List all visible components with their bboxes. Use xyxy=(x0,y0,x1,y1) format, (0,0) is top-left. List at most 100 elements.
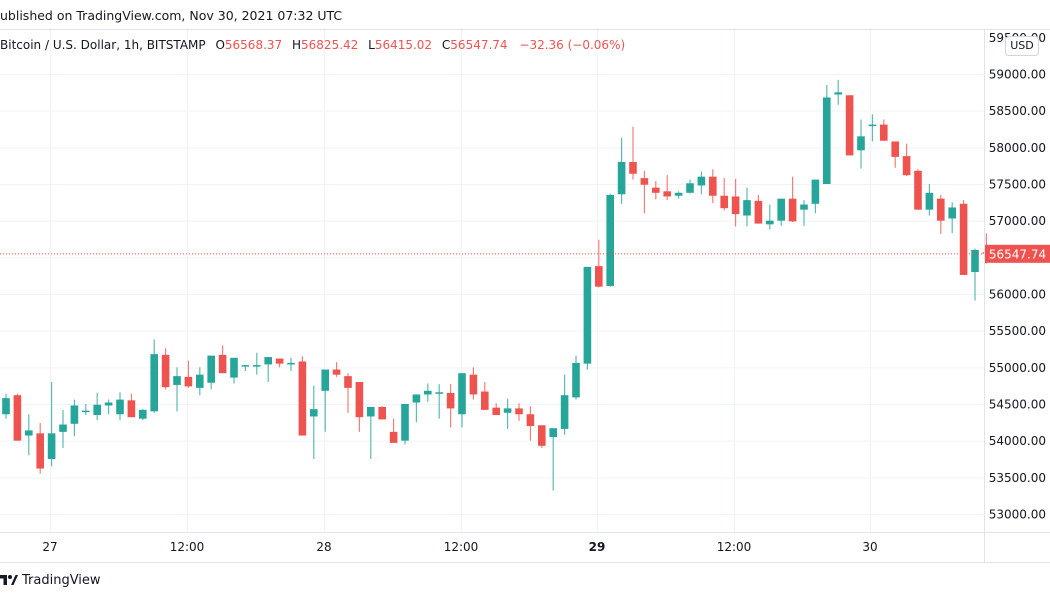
price-tick-label: 57000.00 xyxy=(989,214,1046,228)
candle xyxy=(652,187,660,193)
candle xyxy=(572,362,580,398)
candle xyxy=(777,198,785,221)
candle xyxy=(59,424,67,432)
candlestick-chart[interactable]: 59500.0059000.0058500.0058000.0057500.00… xyxy=(0,0,1050,565)
candle xyxy=(880,124,888,141)
candle xyxy=(446,393,455,409)
candle xyxy=(321,369,329,391)
candle xyxy=(184,376,193,387)
candle xyxy=(766,220,774,225)
candle xyxy=(959,203,968,275)
candle xyxy=(104,402,113,406)
candle xyxy=(583,266,592,364)
candle xyxy=(686,183,694,193)
candle xyxy=(2,398,10,415)
candle xyxy=(310,409,318,417)
candle xyxy=(823,97,831,184)
candle xyxy=(218,354,227,374)
price-tick-label: 56000.00 xyxy=(989,288,1046,302)
candle xyxy=(538,425,546,446)
candle xyxy=(230,357,238,378)
price-tick-label: 59000.00 xyxy=(989,68,1046,82)
low-label: L xyxy=(368,38,375,52)
candle xyxy=(937,198,945,221)
candle xyxy=(834,92,842,95)
candle xyxy=(47,433,56,459)
time-tick-label: 29 xyxy=(589,540,606,554)
candle xyxy=(298,361,307,436)
candle xyxy=(503,408,512,413)
candle xyxy=(549,428,557,437)
high-value: 56825.42 xyxy=(301,38,359,52)
time-tick-label: 12:00 xyxy=(170,540,205,554)
brand-label: TradingView xyxy=(22,572,101,588)
price-tick-label: 58000.00 xyxy=(989,141,1046,155)
candle xyxy=(264,357,272,365)
candle xyxy=(640,178,649,185)
candle xyxy=(458,373,466,415)
candle xyxy=(127,400,136,418)
candle xyxy=(367,406,375,417)
candle xyxy=(161,354,170,388)
footer-brand[interactable]: TradingView xyxy=(0,570,101,590)
low-value: 56415.02 xyxy=(374,38,433,52)
candle xyxy=(344,376,352,388)
price-axis[interactable]: 59500.0059000.0058500.0058000.0057500.00… xyxy=(989,31,1046,522)
candle xyxy=(891,141,899,157)
price-tick-label: 55500.00 xyxy=(989,324,1046,338)
candles xyxy=(2,79,991,491)
svg-text:56547.74: 56547.74 xyxy=(989,247,1046,261)
symbol-name[interactable]: Bitcoin / U.S. Dollar, 1h, BITSTAMP xyxy=(0,38,206,52)
candle xyxy=(492,407,500,415)
candle xyxy=(629,162,637,174)
candle xyxy=(526,414,535,426)
candle xyxy=(241,365,250,367)
candle xyxy=(424,390,432,395)
candle xyxy=(515,408,523,415)
published-caption: ublished on TradingView.com, Nov 30, 202… xyxy=(0,8,343,23)
price-tick-label: 53500.00 xyxy=(989,471,1046,485)
candle xyxy=(412,394,421,403)
candle xyxy=(36,433,44,469)
change-value: −32.36 (−0.06%) xyxy=(519,38,626,52)
candle xyxy=(617,162,626,195)
price-tick-label: 54500.00 xyxy=(989,398,1046,412)
candle xyxy=(139,409,147,419)
candle xyxy=(697,176,706,186)
candle xyxy=(731,196,740,215)
candle xyxy=(754,200,763,224)
candle xyxy=(560,395,569,429)
price-tick-label: 55000.00 xyxy=(989,361,1046,375)
close-label: C xyxy=(441,38,451,52)
candle xyxy=(971,250,979,272)
last-price-tag: 56547.74 xyxy=(985,244,1050,263)
price-tick-label: 53000.00 xyxy=(989,508,1046,522)
candle xyxy=(13,395,22,441)
candle xyxy=(70,405,79,424)
candle xyxy=(914,170,922,210)
time-tick-label: 30 xyxy=(862,540,877,554)
time-axis[interactable]: 27 12:00 28 12:00 29 12:00 30 xyxy=(42,540,877,554)
time-tick-label: 12:00 xyxy=(717,540,752,554)
candle xyxy=(663,191,671,197)
time-tick-label: 27 xyxy=(42,540,57,554)
candle xyxy=(811,179,820,204)
candle xyxy=(401,404,409,441)
candle xyxy=(925,192,934,210)
candle xyxy=(173,376,181,385)
candle xyxy=(25,430,33,436)
candle xyxy=(355,382,364,418)
candle xyxy=(674,192,683,196)
candle xyxy=(332,369,341,375)
candle xyxy=(800,204,808,210)
open-value: 56568.37 xyxy=(224,38,283,52)
open-label: O xyxy=(215,38,225,52)
price-tick-label: 54000.00 xyxy=(989,434,1046,448)
symbol-legend: Bitcoin / U.S. Dollar, 1h, BITSTAMP O565… xyxy=(0,34,625,56)
candle xyxy=(469,374,478,395)
close-value: 56547.74 xyxy=(450,38,508,52)
candle xyxy=(287,362,295,365)
price-tick-label: 57500.00 xyxy=(989,178,1046,192)
currency-badge[interactable]: USD xyxy=(1005,36,1039,56)
candle xyxy=(743,200,751,216)
